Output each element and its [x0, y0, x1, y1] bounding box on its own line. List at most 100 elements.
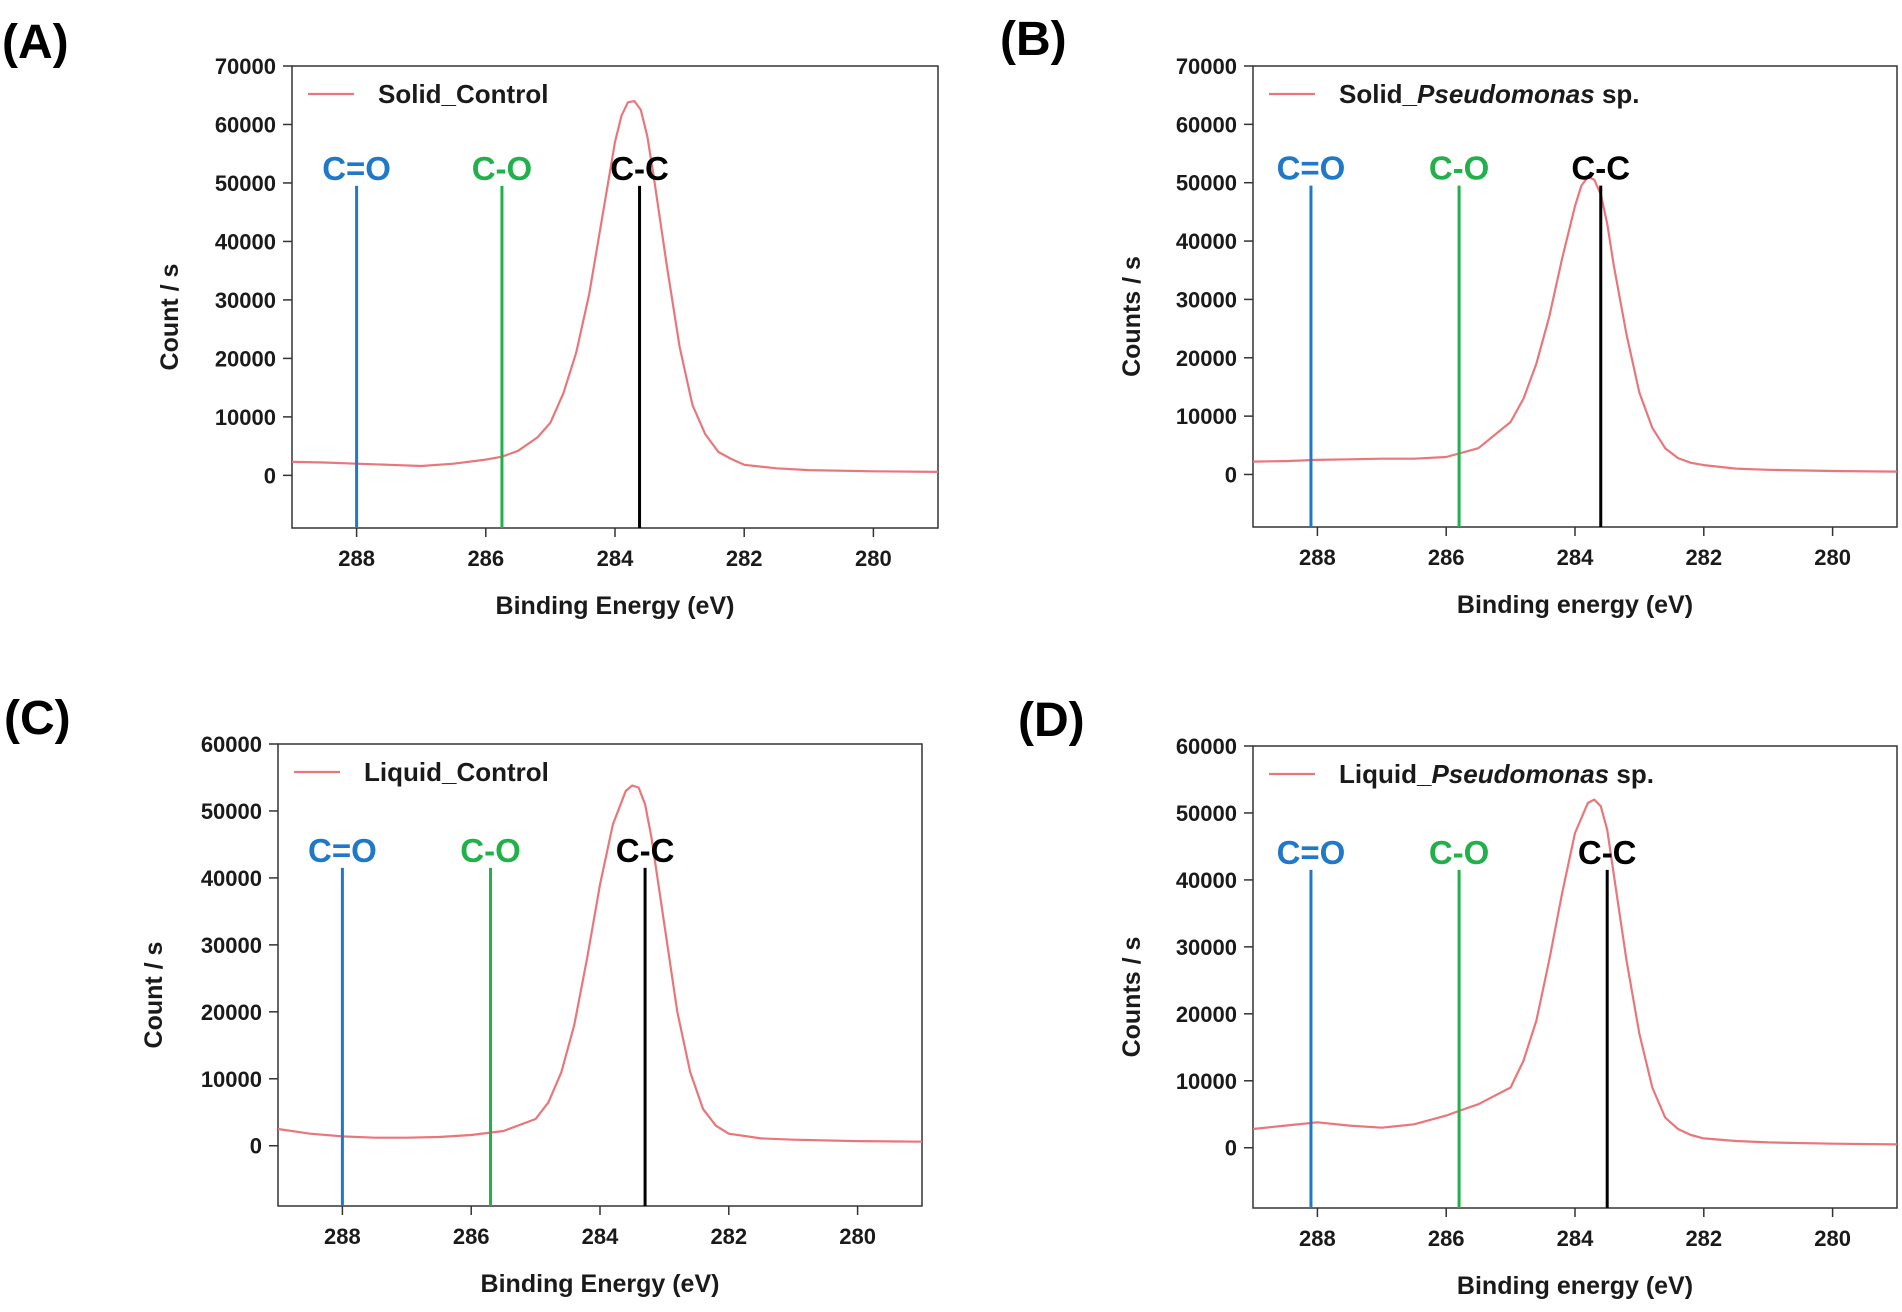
x-tick-label: 286: [467, 546, 504, 571]
y-tick-label: 10000: [1176, 1069, 1237, 1094]
x-tick-label: 286: [453, 1224, 490, 1249]
panel-label: (D): [1018, 694, 1085, 747]
legend-label-suffix: sp.: [1609, 759, 1654, 789]
x-tick-label: 288: [324, 1224, 361, 1249]
x-axis-title: Binding Energy (eV): [481, 1270, 720, 1298]
y-tick-label: 30000: [215, 288, 276, 313]
plot-frame: [291, 65, 939, 529]
x-tick-label: 288: [1299, 545, 1336, 570]
x-tick-label: 282: [710, 1224, 747, 1249]
y-tick-label: 60000: [1176, 112, 1237, 137]
legend-label: Liquid_Control: [364, 757, 549, 787]
plot-frame: [1252, 745, 1898, 1209]
y-tick-label: 70000: [215, 54, 276, 79]
x-tick-label: 286: [1428, 545, 1465, 570]
x-tick-label: 280: [1814, 1226, 1851, 1251]
legend-label-prefix: Solid_: [378, 79, 457, 109]
y-tick-label: 50000: [215, 171, 276, 196]
marker-label-ceqo: C=O: [1277, 150, 1346, 187]
plot-frame: [1252, 65, 1898, 528]
y-tick-label: 50000: [201, 799, 262, 824]
marker-label-c-o: C-O: [1429, 150, 1490, 187]
marker-label-c-o: C-O: [472, 150, 533, 187]
x-tick-label: 280: [839, 1224, 876, 1249]
marker-label-c-c: C-C: [616, 832, 675, 869]
x-tick-label: 284: [1557, 1226, 1594, 1251]
y-tick-label: 40000: [215, 229, 276, 254]
y-axis-title: Count / s: [140, 942, 168, 1049]
x-tick-label: 288: [338, 546, 375, 571]
y-tick-label: 60000: [1176, 734, 1237, 759]
y-tick-label: 10000: [215, 405, 276, 430]
y-tick-label: 40000: [1176, 868, 1237, 893]
y-tick-label: 10000: [1176, 404, 1237, 429]
chart-panel-a: (A) 0 10000 20000 30000 40000 50000 60000 70000 2…: [2, 16, 939, 620]
panel-label: (B): [1000, 13, 1067, 66]
y-tick-label: 70000: [1176, 54, 1237, 79]
panel-label: (C): [4, 692, 71, 745]
marker-label-ceqo: C=O: [1277, 834, 1346, 871]
legend-label: Solid_Control: [378, 79, 548, 109]
y-tick-label: 20000: [201, 1000, 262, 1025]
legend-label-prefix: Liquid_: [1339, 759, 1432, 789]
legend-label-italic: Pseudomonas: [1417, 79, 1595, 109]
y-tick-label: 0: [250, 1134, 262, 1159]
marker-label-c-c: C-C: [610, 150, 669, 187]
marker-label-c-c: C-C: [1578, 834, 1637, 871]
y-tick-label: 20000: [1176, 1002, 1237, 1027]
legend-label-prefix: Solid_: [1339, 79, 1418, 109]
spectrum-line: [292, 99, 938, 473]
legend-label-suffix: Control: [456, 79, 548, 109]
y-tick-label: 50000: [1176, 171, 1237, 196]
panel-label: (A): [2, 16, 69, 69]
x-tick-label: 284: [582, 1224, 619, 1249]
legend-label: Liquid_Pseudomonas sp.: [1339, 759, 1654, 789]
y-tick-label: 30000: [1176, 287, 1237, 312]
marker-label-c-o: C-O: [1429, 834, 1490, 871]
y-axis-title: Counts / s: [1118, 256, 1146, 377]
marker-label-ceqo: C=O: [308, 832, 377, 869]
y-axis-title: Counts / s: [1118, 937, 1146, 1058]
y-tick-label: 0: [1225, 462, 1237, 487]
y-tick-label: 10000: [201, 1067, 262, 1092]
marker-label-ceqo: C=O: [322, 150, 391, 187]
y-tick-label: 30000: [1176, 935, 1237, 960]
spectrum-line: [1253, 175, 1897, 473]
x-tick-label: 280: [855, 546, 892, 571]
marker-label-c-o: C-O: [460, 832, 521, 869]
y-tick-label: 20000: [1176, 346, 1237, 371]
y-tick-label: 40000: [201, 866, 262, 891]
x-tick-label: 282: [726, 546, 763, 571]
y-tick-label: 60000: [215, 112, 276, 137]
legend-label-suffix: sp.: [1595, 79, 1640, 109]
x-tick-label: 280: [1814, 545, 1851, 570]
x-axis-title: Binding energy (eV): [1457, 591, 1693, 619]
chart-panel-b: (B) 0 10000 20000 30000 40000 50000 60000 70000 2…: [1000, 13, 1898, 619]
x-tick-label: 284: [1557, 545, 1594, 570]
y-tick-label: 0: [1225, 1136, 1237, 1161]
y-tick-label: 30000: [201, 933, 262, 958]
x-tick-label: 282: [1685, 545, 1722, 570]
legend-label-prefix: Liquid_: [364, 757, 457, 787]
x-tick-label: 282: [1685, 1226, 1722, 1251]
spectrum-line: [278, 784, 922, 1143]
x-axis-title: Binding energy (eV): [1457, 1272, 1693, 1300]
y-tick-label: 60000: [201, 732, 262, 757]
y-tick-label: 0: [264, 463, 276, 488]
legend-label-suffix: Control: [456, 757, 548, 787]
y-tick-label: 50000: [1176, 801, 1237, 826]
y-tick-label: 20000: [215, 346, 276, 371]
chart-panel-c: (C) 0 10000 20000 30000 40000 50000 60000 288 286…: [4, 692, 923, 1298]
panels-layer: (A) 0 10000 20000 30000 40000 50000 60000 70000 2…: [2, 13, 1898, 1300]
y-tick-label: 40000: [1176, 229, 1237, 254]
x-tick-label: 284: [597, 546, 634, 571]
marker-label-c-c: C-C: [1571, 150, 1630, 187]
spectrum-line: [1253, 798, 1897, 1146]
chart-panel-d: (D) 0 10000 20000 30000 40000 50000 60000 288 286…: [1018, 694, 1898, 1300]
x-tick-label: 286: [1428, 1226, 1465, 1251]
x-tick-label: 288: [1299, 1226, 1336, 1251]
legend-label-italic: Pseudomonas: [1431, 759, 1609, 789]
legend-label: Solid_Pseudomonas sp.: [1339, 79, 1640, 109]
y-axis-title: Count / s: [156, 264, 184, 371]
